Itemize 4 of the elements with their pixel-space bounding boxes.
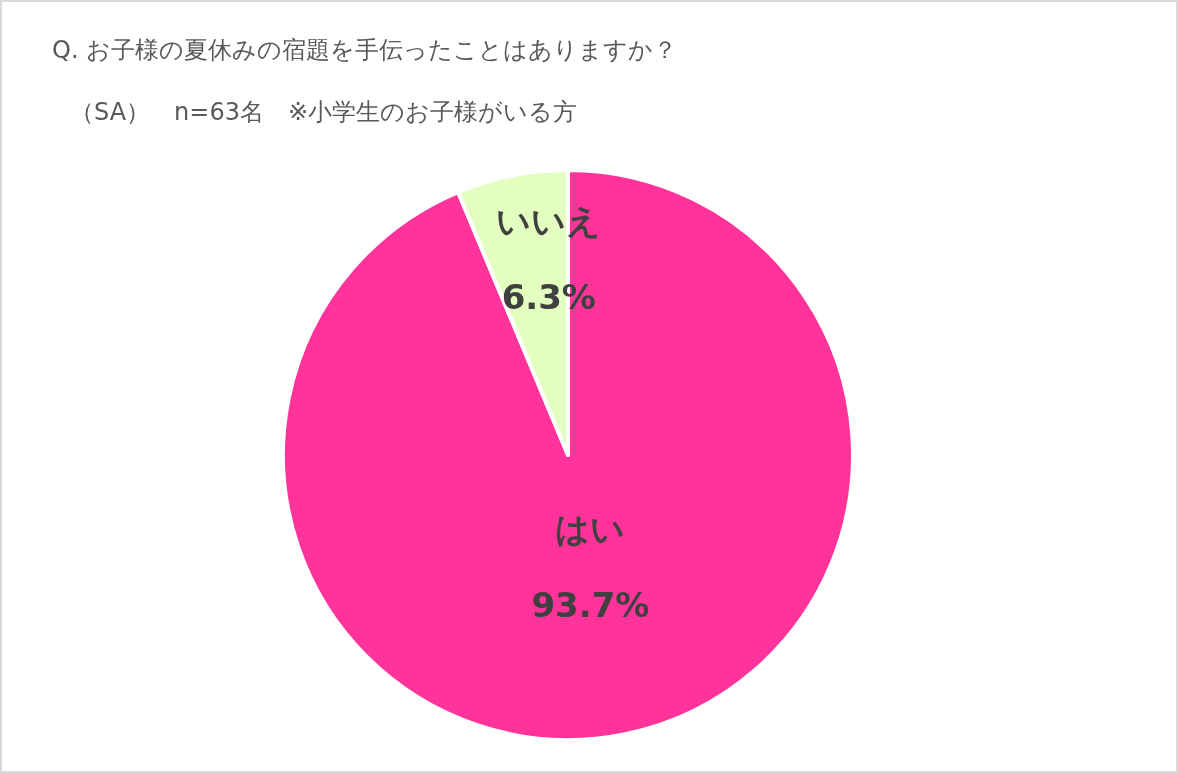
chart-subtitle: （SA） n=63名 ※小学生のお子様がいる方 <box>70 98 578 126</box>
data-label: 93.7% <box>531 584 650 625</box>
chart-title: Q. お子様の夏休みの宿題を手伝ったことはありますか？ <box>52 36 678 64</box>
slice-label: はい <box>555 508 626 549</box>
